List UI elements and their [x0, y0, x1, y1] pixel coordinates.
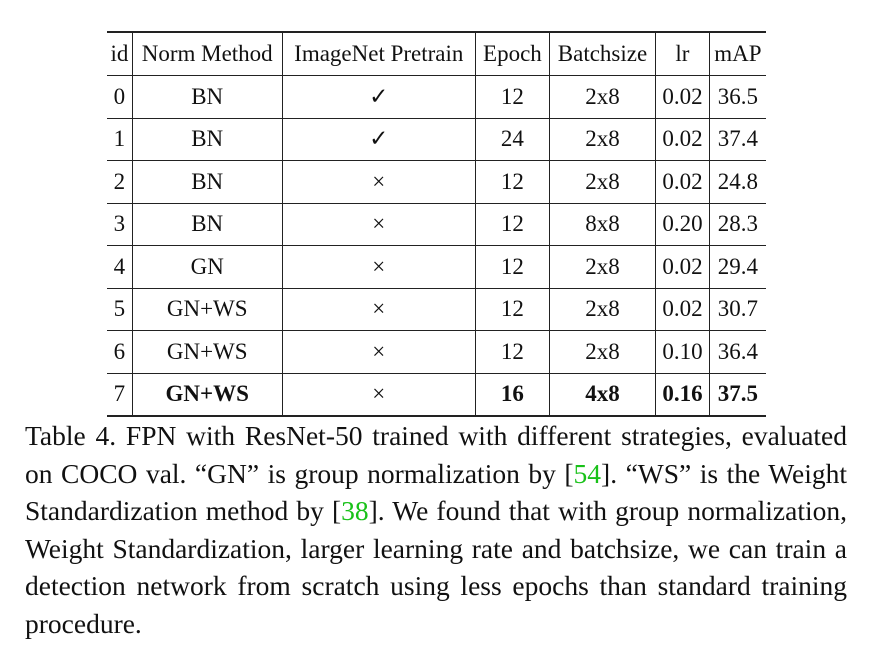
cell-id: 4	[107, 245, 133, 288]
cell-lr: 0.20	[655, 203, 710, 246]
cell-pretrain-mark: ✓	[282, 75, 476, 118]
cell-epoch: 12	[475, 245, 550, 288]
cell-id: 2	[107, 160, 133, 203]
header-epoch: Epoch	[475, 32, 550, 76]
cell-map: 37.4	[717, 126, 758, 152]
table-row: 1 BN ✓ 24 2x8 0.02 37.4	[107, 118, 766, 161]
cell-batchsize: 2x8	[549, 75, 657, 118]
cell-batchsize: 2x8	[549, 330, 657, 373]
cell-pretrain-mark: ×	[282, 203, 476, 246]
cell-map: 29.4	[717, 253, 758, 279]
table-caption: Table 4. FPN with ResNet-50 trained with…	[25, 417, 847, 642]
cell-norm-method: GN+WS	[132, 288, 283, 331]
cell-lr: 0.10	[655, 330, 710, 373]
table-row: 2 BN × 12 2x8 0.02 24.8	[107, 160, 766, 203]
cell-norm-method: BN	[132, 75, 283, 118]
header-imagenet-pretrain: ImageNet Pretrain	[282, 32, 476, 76]
cell-norm-method: GN	[132, 245, 283, 288]
cell-pretrain-mark: ×	[282, 373, 476, 416]
cell-id: 5	[107, 288, 133, 331]
cell-pretrain-mark: ×	[282, 245, 476, 288]
cell-norm-method: BN	[132, 118, 283, 161]
cell-map: 36.4	[717, 338, 758, 364]
cell-id: 3	[107, 203, 133, 246]
cell-epoch: 12	[475, 330, 550, 373]
cell-epoch: 12	[475, 203, 550, 246]
header-batchsize: Batchsize	[549, 32, 657, 76]
cell-pretrain-mark: ✓	[282, 118, 476, 161]
cell-batchsize: 2x8	[549, 160, 657, 203]
cell-lr: 0.02	[655, 118, 710, 161]
table-body: 0 BN ✓ 12 2x8 0.02 36.5 1 BN ✓ 24 2x8 0.02 37.4 2 BN × 12…	[107, 75, 766, 416]
cell-norm-method: BN	[132, 203, 283, 246]
cell-norm-method: GN+WS	[132, 330, 283, 373]
cell-epoch: 12	[475, 75, 550, 118]
cell-map: 36.5	[717, 83, 758, 109]
header-map: mAP	[714, 41, 762, 66]
table-row: 4 GN × 12 2x8 0.02 29.4	[107, 245, 766, 288]
cell-lr: 0.02	[655, 160, 710, 203]
table-row: 6 GN+WS × 12 2x8 0.10 36.4	[107, 330, 766, 373]
cell-batchsize: 2x8	[549, 288, 657, 331]
cell-epoch: 12	[475, 160, 550, 203]
cell-map: 30.7	[717, 296, 758, 322]
cell-map: 24.8	[717, 168, 758, 194]
table-row: 7 GN+WS × 16 4x8 0.16 37.5	[107, 373, 766, 416]
cell-lr: 0.02	[655, 288, 710, 331]
cell-lr: 0.16	[655, 373, 710, 416]
cell-batchsize: 4x8	[549, 373, 657, 416]
cell-lr: 0.02	[655, 245, 710, 288]
cell-batchsize: 2x8	[549, 118, 657, 161]
cell-batchsize: 2x8	[549, 245, 657, 288]
cell-epoch: 12	[475, 288, 550, 331]
cell-epoch: 16	[475, 373, 550, 416]
cell-epoch: 24	[475, 118, 550, 161]
cell-pretrain-mark: ×	[282, 160, 476, 203]
cell-id: 0	[107, 75, 133, 118]
table-row: 3 BN × 12 8x8 0.20 28.3	[107, 203, 766, 246]
results-table-container: id Norm Method ImageNet Pretrain Epoch B…	[107, 31, 766, 417]
table-row: 0 BN ✓ 12 2x8 0.02 36.5	[107, 75, 766, 118]
cell-norm-method: GN+WS	[132, 373, 283, 416]
table-row: 5 GN+WS × 12 2x8 0.02 30.7	[107, 288, 766, 331]
cell-batchsize: 8x8	[549, 203, 657, 246]
cell-id: 7	[107, 373, 133, 416]
cell-lr: 0.02	[655, 75, 710, 118]
cell-pretrain-mark: ×	[282, 330, 476, 373]
cell-norm-method: BN	[132, 160, 283, 203]
cell-map: 28.3	[717, 211, 758, 237]
caption-text-1: Table 4. FPN with ResNet-50 trained with…	[25, 420, 847, 489]
header-norm-method: Norm Method	[132, 32, 283, 76]
cell-id: 1	[107, 118, 133, 161]
results-table: id Norm Method ImageNet Pretrain Epoch B…	[107, 31, 766, 417]
citation-link-54[interactable]: 54	[573, 457, 602, 489]
cell-pretrain-mark: ×	[282, 288, 476, 331]
citation-link-38[interactable]: 38	[341, 495, 369, 526]
caption-text-2: ]. “WS” is the Weight Standardization me…	[25, 457, 847, 527]
caption-text-3: ]. We found that with group normalizatio…	[25, 495, 847, 639]
header-lr: lr	[655, 32, 710, 76]
cell-id: 6	[107, 330, 133, 373]
header-id: id	[107, 32, 133, 76]
cell-map: 37.5	[717, 381, 758, 407]
table-header-row: id Norm Method ImageNet Pretrain Epoch B…	[107, 32, 766, 76]
